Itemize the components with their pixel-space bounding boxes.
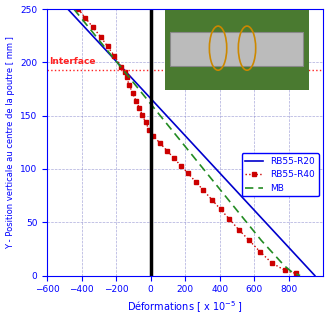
MB: [210, 178, 214, 182]
RB55-R40: [140, 113, 144, 117]
RB55-R40: [283, 268, 287, 272]
MB: [72, 7, 76, 11]
RB55-R40: [258, 250, 262, 254]
MB: [134, 84, 138, 88]
MB: [175, 135, 179, 139]
X-axis label: Déformations [ x 10$^{-5}$ ]: Déformations [ x 10$^{-5}$ ]: [127, 300, 243, 316]
RB55-R40: [237, 228, 241, 232]
Text: Interface: Interface: [49, 57, 95, 66]
MB: [196, 160, 200, 164]
Line: MB: MB: [74, 9, 300, 275]
RB55-R40: [125, 75, 129, 79]
MB: [217, 186, 221, 190]
Line: RB55-R40: RB55-R40: [76, 7, 298, 276]
MB: [238, 212, 241, 216]
RB55-R40: [194, 180, 198, 184]
RB55-R40: [201, 188, 205, 192]
RB55-R40: [179, 164, 183, 168]
MB: [120, 67, 124, 71]
Legend: RB55-R20, RB55-R40, MB: RB55-R20, RB55-R40, MB: [242, 153, 319, 196]
RB55-R40: [165, 149, 169, 153]
RB55-R40: [91, 25, 95, 29]
MB: [283, 264, 287, 268]
RB55-R40: [99, 35, 103, 39]
RB55-R40: [227, 217, 231, 221]
MB: [291, 270, 294, 274]
RB55-R40: [147, 127, 151, 131]
RB55-R40: [127, 83, 131, 87]
MB: [203, 169, 207, 173]
MB: [251, 229, 255, 233]
MB: [298, 273, 302, 277]
MB: [259, 239, 263, 242]
RB55-R40: [76, 7, 80, 11]
MB: [127, 75, 131, 79]
RB55-R40: [151, 134, 155, 138]
MB: [182, 143, 186, 147]
MB: [106, 50, 110, 54]
RB55-R40: [106, 44, 110, 48]
Y-axis label: Y - Position verticale au centre de la poutre [ mm ]: Y - Position verticale au centre de la p…: [6, 36, 14, 249]
RB55-R40: [143, 120, 147, 124]
RB55-R40: [123, 70, 127, 74]
MB: [86, 24, 89, 28]
Bar: [170, 32, 303, 66]
RB55-R40: [158, 142, 162, 145]
RB55-R40: [270, 261, 274, 265]
MB: [99, 41, 103, 45]
RB55-R40: [131, 91, 135, 95]
MB: [148, 101, 152, 105]
MB: [92, 33, 96, 37]
MB: [224, 195, 228, 199]
MB: [244, 220, 248, 224]
MB: [267, 247, 271, 251]
MB: [141, 92, 145, 96]
RB55-R40: [210, 198, 214, 202]
RB55-R40: [294, 272, 298, 275]
RB55-R40: [134, 99, 138, 103]
MB: [162, 118, 165, 122]
MB: [275, 256, 279, 259]
MB: [79, 16, 83, 20]
MB: [189, 152, 193, 156]
MB: [113, 58, 117, 62]
MB: [168, 126, 172, 130]
RB55-R40: [113, 54, 116, 58]
RB55-R40: [172, 156, 176, 160]
MB: [155, 109, 159, 113]
RB55-R40: [83, 16, 87, 20]
MB: [231, 203, 235, 207]
RB55-R40: [138, 106, 141, 110]
RB55-R40: [219, 208, 223, 212]
RB55-R40: [186, 171, 190, 175]
RB55-R40: [119, 65, 123, 69]
RB55-R40: [247, 239, 251, 242]
